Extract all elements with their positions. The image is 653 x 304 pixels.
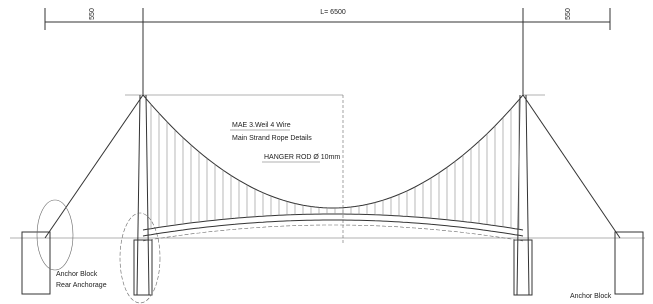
tower bbox=[514, 95, 532, 295]
dimension-label: 550 bbox=[565, 8, 572, 20]
annotation: Anchor Block bbox=[56, 271, 98, 278]
backstay bbox=[523, 95, 620, 238]
dimension-line bbox=[45, 8, 610, 95]
detail-circle bbox=[37, 200, 73, 270]
bridge-drawing: 550 L= 6500 550 MAE 3.Weil 4 Wire Main S… bbox=[0, 0, 653, 304]
dimension-label: L= 6500 bbox=[320, 9, 346, 16]
annotation: Main Strand Rope Details bbox=[232, 135, 312, 142]
main-cable bbox=[143, 95, 523, 208]
backstay bbox=[45, 95, 143, 238]
dimension-label: 550 bbox=[89, 8, 96, 20]
tower bbox=[134, 95, 152, 295]
anchor-block bbox=[615, 232, 643, 294]
detail-circle bbox=[120, 213, 160, 303]
deck bbox=[143, 220, 523, 236]
annotation: Rear Anchorage bbox=[56, 282, 107, 289]
annotation: HANGER ROD Ø 10mm bbox=[264, 154, 340, 161]
annotation: Anchor Block bbox=[570, 293, 612, 300]
annotation: MAE 3.Weil 4 Wire bbox=[232, 122, 291, 129]
anchor-block bbox=[22, 232, 50, 294]
